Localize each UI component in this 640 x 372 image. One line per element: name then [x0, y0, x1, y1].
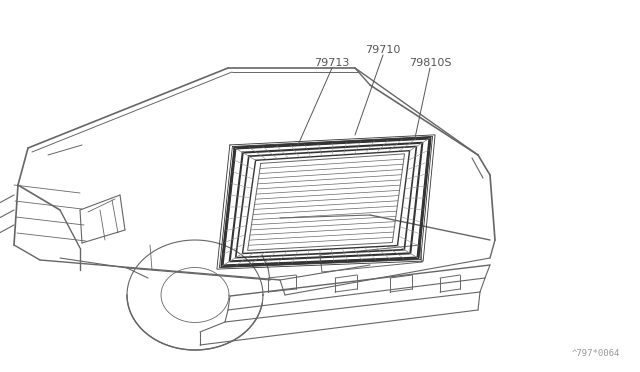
Text: 79710: 79710	[365, 45, 401, 55]
Text: 79713: 79713	[314, 58, 349, 68]
Text: 79810S: 79810S	[409, 58, 451, 68]
Text: ^797*0064: ^797*0064	[572, 349, 620, 358]
